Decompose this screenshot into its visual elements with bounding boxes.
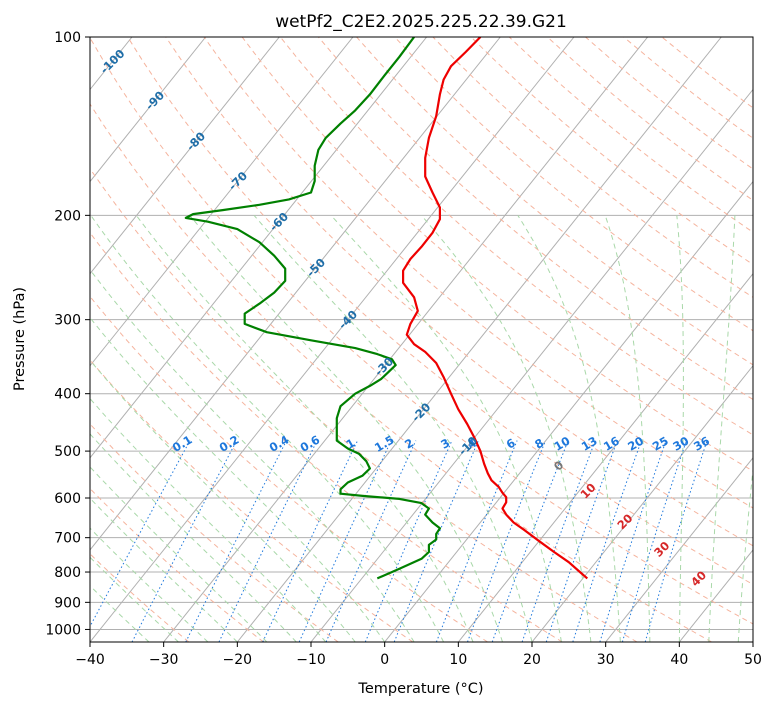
moist-adiabat-line	[135, 214, 474, 642]
y-tick-label: 700	[54, 531, 81, 547]
mixing-ratio-line	[393, 440, 479, 642]
chart-title: wetPf2_C2E2.2025.225.22.39.G21	[275, 12, 567, 32]
x-tick-label: 40	[670, 652, 688, 668]
x-axis-label: Temperature (°C)	[357, 681, 483, 697]
x-tick-label: 30	[597, 652, 615, 668]
x-tick-label: −30	[149, 652, 179, 668]
isotherm-gridline	[90, 37, 428, 459]
moist-adiabat-line	[708, 215, 736, 642]
x-tick-label: 50	[744, 652, 762, 668]
x-tick-label: 0	[380, 652, 389, 668]
x-tick-label: −10	[296, 652, 326, 668]
profile-lines	[184, 37, 589, 580]
x-tick-label: −20	[223, 652, 253, 668]
moist-adiabat-line	[90, 527, 209, 642]
dry-adiabat-line	[90, 37, 753, 625]
moist-adiabat-line	[330, 214, 562, 642]
isotherm-gridline	[90, 37, 501, 551]
mixing-ratio-line	[599, 440, 667, 642]
moist-adiabat-line	[517, 215, 621, 642]
dry-adiabat-line	[90, 295, 488, 642]
axes: −40 −30 −20 −10 0 10 20 30 40 50 100 200 300 400 500 60…	[45, 30, 762, 668]
y-tick-label: 500	[54, 444, 81, 460]
moist-adiabat-line	[90, 359, 356, 642]
moist-adiabat-line	[189, 214, 503, 642]
y-tick-label: 400	[54, 387, 81, 403]
x-tick-label: 10	[449, 652, 467, 668]
mixing-ratio-line	[325, 440, 417, 642]
dry-adiabat-line	[318, 37, 753, 401]
temperature-line	[402, 37, 589, 580]
mixing-ratio-line	[185, 440, 287, 642]
y-tick-label: 900	[54, 595, 81, 611]
dry-adiabat-line	[279, 37, 753, 436]
dry-adiabat-line	[203, 37, 753, 509]
isotherm-gridline	[90, 37, 280, 275]
mixing-ratio-label: 36	[691, 434, 712, 454]
mixing-ratio-line	[90, 440, 191, 628]
dewpoint-line	[184, 37, 441, 580]
mixing-ratio-line	[298, 440, 392, 642]
y-tick-label: 100	[54, 30, 81, 46]
mixing-ratio-label: 13	[579, 434, 600, 454]
mixing-ratio-label: 16	[601, 434, 622, 454]
moist-adiabat-line	[90, 433, 297, 642]
mixing-ratio-line	[218, 440, 318, 642]
mixing-ratio-line	[491, 440, 569, 642]
isotherm-gridline	[90, 37, 207, 183]
moist-adiabat-line	[90, 585, 150, 642]
y-tick-label: 800	[54, 565, 81, 581]
isotherm-gridline	[90, 37, 354, 367]
moist-adiabat-line	[90, 316, 386, 642]
dry-adiabat-line	[90, 487, 264, 642]
mixing-ratio-line	[621, 440, 687, 642]
dry-adiabat-line	[90, 231, 563, 642]
dry-adiabat-line	[165, 37, 753, 547]
moist-adiabat-line	[737, 465, 753, 642]
isotherm-gridline	[163, 37, 649, 642]
isotherm-gridline	[605, 457, 753, 642]
moist-adiabat-line	[90, 497, 238, 642]
mixing-ratio-line	[364, 440, 453, 642]
mixing-ratio-line	[545, 440, 618, 642]
y-tick-label: 1000	[45, 622, 81, 638]
x-tick-label: −40	[75, 652, 105, 668]
moist-adiabat-line	[604, 215, 651, 642]
mixing-ratio-label: 30	[670, 434, 691, 454]
y-tick-label: 600	[54, 491, 81, 507]
mixing-ratio-label: 10	[552, 434, 573, 454]
x-tick-label: 20	[523, 652, 541, 668]
moist-adiabat-line	[421, 214, 592, 642]
isotherm-gridline	[384, 180, 753, 642]
moist-adiabat-line	[253, 214, 533, 642]
dry-adiabat-line	[90, 359, 414, 642]
dry-adiabat-line	[90, 167, 638, 642]
background-lines	[90, 37, 753, 642]
isotherm-gridline	[90, 37, 575, 642]
mixing-ratio-label: 20	[625, 434, 646, 454]
y-tick-label: 300	[54, 313, 81, 329]
dry-adiabat-line	[127, 37, 753, 586]
mixing-ratio-line	[521, 440, 596, 642]
dry-adiabat-line	[90, 103, 712, 642]
moist-adiabat-line	[676, 215, 684, 642]
moist-adiabat-line	[90, 556, 179, 642]
mixing-ratio-line	[644, 440, 708, 642]
mixing-ratio-label: 25	[650, 434, 671, 454]
y-axis-label: Pressure (hPa)	[12, 287, 28, 391]
y-tick-label: 200	[54, 208, 81, 224]
dry-adiabat-line	[90, 553, 190, 642]
dry-adiabat-line	[394, 37, 753, 332]
plot-frame	[89, 36, 754, 643]
isotherm-gridline	[236, 37, 722, 642]
moist-adiabat-line	[90, 466, 268, 642]
moist-adiabat-line	[90, 215, 445, 642]
